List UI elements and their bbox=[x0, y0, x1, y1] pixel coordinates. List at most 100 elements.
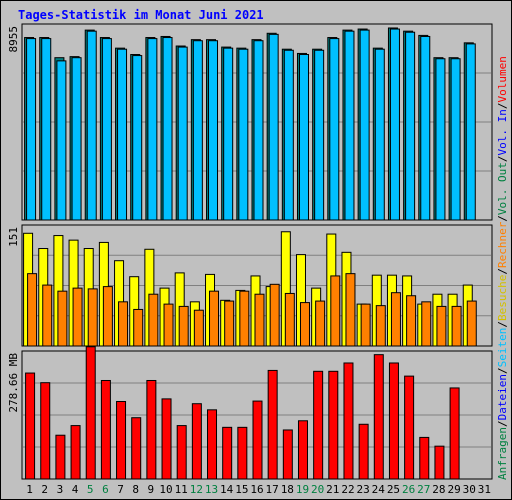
bar-rechner bbox=[284, 292, 295, 347]
bar-seiten bbox=[283, 49, 294, 221]
bar-volumen bbox=[297, 420, 308, 480]
bar-rechner bbox=[239, 290, 250, 347]
bar-seiten bbox=[162, 37, 173, 221]
bar-seiten bbox=[268, 33, 279, 221]
legend-entry: / bbox=[496, 102, 509, 109]
x-tick-label: 24 bbox=[372, 483, 386, 496]
bar-rechner bbox=[345, 273, 356, 347]
bar-rechner bbox=[193, 309, 204, 347]
x-tick-label: 28 bbox=[432, 483, 445, 496]
bar-rechner bbox=[209, 290, 220, 347]
x-tick-label: 4 bbox=[72, 483, 79, 496]
bar-rechner bbox=[57, 290, 68, 347]
x-tick-label: 26 bbox=[402, 483, 415, 496]
x-tick-label: 27 bbox=[417, 483, 430, 496]
bar-seiten bbox=[208, 40, 219, 221]
legend: Anfragen/Dateien/Seiten/Besuche/Rechner/… bbox=[496, 56, 509, 480]
bar-volumen bbox=[85, 346, 96, 480]
legend-entry: Rechner bbox=[496, 221, 509, 268]
x-tick-label: 22 bbox=[341, 483, 354, 496]
bar-volumen bbox=[100, 379, 111, 480]
bar-volumen bbox=[388, 362, 399, 480]
bar-volumen bbox=[252, 400, 263, 480]
x-tick-label: 29 bbox=[447, 483, 460, 496]
x-tick-label: 20 bbox=[311, 483, 324, 496]
bar-rechner bbox=[436, 305, 447, 347]
bar-seiten bbox=[435, 58, 446, 221]
bar-seiten bbox=[359, 29, 370, 221]
bar-seiten bbox=[86, 30, 97, 221]
bar-seiten bbox=[238, 48, 249, 221]
bar-seiten bbox=[389, 28, 400, 221]
panel-middle-ylabel: 151 bbox=[7, 227, 20, 247]
x-tick-label: 25 bbox=[387, 483, 400, 496]
bar-rechner bbox=[466, 300, 477, 347]
legend-entry: Anfragen bbox=[496, 427, 509, 480]
bar-volumen bbox=[313, 370, 324, 480]
x-tick-label: 17 bbox=[266, 483, 279, 496]
x-tick-label: 16 bbox=[250, 483, 263, 496]
bar-volumen bbox=[55, 434, 66, 480]
bar-volumen bbox=[419, 436, 430, 480]
bar-volumen bbox=[40, 382, 51, 480]
bar-rechner bbox=[254, 293, 265, 347]
bar-seiten bbox=[405, 31, 416, 221]
bar-volumen bbox=[237, 426, 248, 480]
bar-volumen bbox=[373, 354, 384, 480]
x-tick-label: 30 bbox=[463, 483, 476, 496]
bar-volumen bbox=[70, 425, 81, 480]
bar-rechner bbox=[375, 305, 386, 347]
bar-seiten bbox=[465, 43, 476, 221]
bar-seiten bbox=[298, 54, 309, 221]
bar-rechner bbox=[133, 308, 144, 347]
bar-volumen bbox=[328, 370, 339, 480]
legend-entry: Volumen bbox=[496, 56, 509, 102]
x-tick-label: 31 bbox=[478, 483, 491, 496]
x-tick-label: 6 bbox=[102, 483, 109, 496]
bar-rechner bbox=[42, 284, 53, 347]
x-tick-label: 11 bbox=[175, 483, 188, 496]
legend-entry: / bbox=[496, 321, 509, 328]
bar-rechner bbox=[148, 293, 159, 347]
x-tick-label: 19 bbox=[296, 483, 309, 496]
legend-entry: Vol. Out bbox=[496, 162, 509, 215]
bar-rechner bbox=[178, 305, 189, 347]
bar-volumen bbox=[449, 387, 460, 480]
bar-seiten bbox=[26, 38, 37, 221]
bar-seiten bbox=[147, 38, 158, 221]
bar-rechner bbox=[163, 303, 174, 347]
x-tick-label: 5 bbox=[87, 483, 94, 496]
bar-volumen bbox=[116, 401, 127, 480]
bar-seiten bbox=[117, 48, 128, 221]
bar-rechner bbox=[118, 301, 129, 347]
x-tick-label: 14 bbox=[220, 483, 234, 496]
bar-rechner bbox=[87, 288, 98, 347]
bar-rechner bbox=[451, 305, 462, 347]
bar-seiten bbox=[420, 35, 431, 221]
bar-volumen bbox=[267, 369, 278, 480]
bar-seiten bbox=[56, 60, 67, 221]
bar-seiten bbox=[374, 48, 385, 221]
bar-rechner bbox=[269, 283, 280, 347]
bar-volumen bbox=[25, 372, 36, 480]
bar-seiten bbox=[132, 55, 143, 221]
bar-volumen bbox=[282, 429, 293, 480]
bar-seiten bbox=[101, 38, 112, 221]
bar-volumen bbox=[358, 423, 369, 480]
bar-seiten bbox=[71, 57, 82, 221]
legend-entry: Seiten bbox=[496, 328, 509, 368]
x-tick-label: 10 bbox=[159, 483, 172, 496]
x-tick-label: 9 bbox=[148, 483, 155, 496]
bar-rechner bbox=[315, 300, 326, 347]
x-tick-label: 12 bbox=[190, 483, 203, 496]
bar-rechner bbox=[299, 302, 310, 347]
legend-entry: Dateien bbox=[496, 374, 509, 420]
bar-seiten bbox=[223, 47, 234, 221]
bar-rechner bbox=[360, 303, 371, 347]
bar-volumen bbox=[131, 417, 142, 480]
bar-seiten bbox=[41, 38, 52, 221]
x-tick-label: 18 bbox=[281, 483, 294, 496]
bar-volumen bbox=[343, 362, 354, 480]
bar-rechner bbox=[72, 287, 83, 347]
